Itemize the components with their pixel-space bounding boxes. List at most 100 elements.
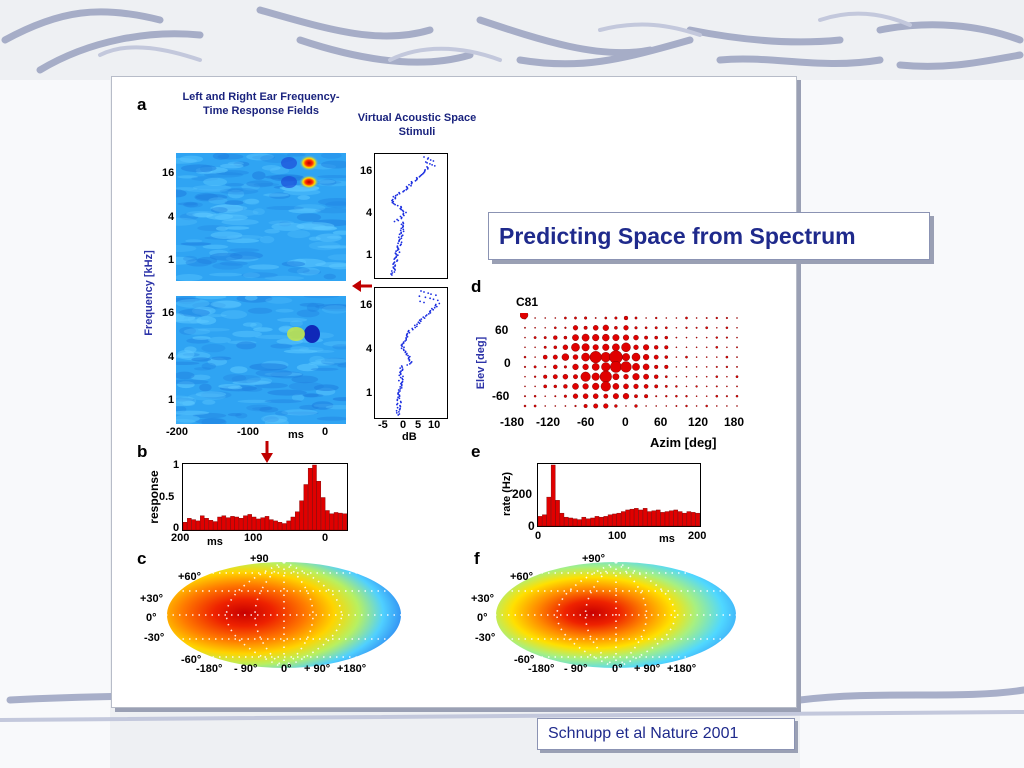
map-c-elev-minus60: -60° bbox=[181, 654, 202, 666]
map-f-elev-0: 0° bbox=[477, 612, 488, 624]
chart-b-response-histogram bbox=[182, 463, 348, 531]
chart-e-xtick-200: 200 bbox=[688, 530, 707, 542]
e-bar bbox=[616, 512, 622, 527]
e-bar bbox=[634, 508, 639, 527]
freq-tick-16-bottom: 16 bbox=[162, 307, 175, 319]
panel-letter-a: a bbox=[137, 95, 147, 114]
chart-e-rate-histogram bbox=[537, 463, 701, 527]
e-bar bbox=[537, 516, 543, 527]
map-c-elev-plus30: +30° bbox=[140, 593, 164, 605]
e-bar bbox=[695, 512, 700, 527]
chart-d-xtick-minus60: -60 bbox=[577, 415, 595, 429]
unit-label-c81: C81 bbox=[516, 295, 539, 309]
b-bar bbox=[286, 520, 291, 531]
chart-b-ytick-0: 0 bbox=[173, 522, 180, 534]
chart-d-xtick-0: 0 bbox=[622, 415, 629, 429]
e-bar bbox=[651, 510, 657, 527]
e-bar bbox=[682, 512, 687, 527]
b-bar bbox=[195, 520, 201, 531]
slide-title-box: Predicting Space from Spectrum bbox=[488, 212, 930, 260]
vas-right-spectrum bbox=[374, 287, 448, 419]
b-bar bbox=[200, 515, 205, 531]
db-tick-10: 10 bbox=[428, 419, 441, 431]
time-tick-0: 0 bbox=[322, 426, 329, 438]
e-bar bbox=[612, 513, 617, 527]
b-bar bbox=[182, 522, 188, 531]
b-bar bbox=[277, 522, 283, 531]
chart-d-xtick-60: 60 bbox=[654, 415, 668, 429]
chart-d-xlabel: Azim [deg] bbox=[650, 435, 717, 450]
slide-title: Predicting Space from Spectrum bbox=[499, 223, 856, 249]
e-bar bbox=[577, 519, 582, 527]
b-bar bbox=[213, 521, 218, 531]
time-tick-minus100: -100 bbox=[237, 426, 260, 438]
map-c-azim-plus180: +180° bbox=[337, 663, 367, 675]
map-f-azim-plus180: +180° bbox=[667, 663, 697, 675]
freq-tick-1-top: 1 bbox=[168, 254, 175, 266]
chart-d-ytick-0: 0 bbox=[504, 356, 511, 370]
e-bar bbox=[550, 464, 556, 527]
e-bar bbox=[629, 508, 635, 527]
chart-b-ytick-05: 0.5 bbox=[159, 491, 175, 503]
b-bar bbox=[312, 464, 317, 531]
map-f-elev-minus30: -30° bbox=[475, 632, 496, 644]
arrow-left-icon bbox=[352, 280, 372, 292]
db-axis-label: dB bbox=[402, 431, 417, 443]
frequency-axis-label: Frequency [kHz] bbox=[143, 250, 155, 336]
vas-header: Virtual Acoustic Space Stimuli bbox=[357, 112, 477, 138]
chart-b-xtick-0: 0 bbox=[322, 532, 329, 544]
chart-e-xtick-100: 100 bbox=[608, 530, 627, 542]
e-bar bbox=[656, 509, 661, 527]
map-c-azim-plus90: + 90° bbox=[304, 663, 331, 675]
b-bar bbox=[204, 518, 209, 531]
panel-letter-d: d bbox=[471, 277, 482, 296]
chart-b-xunit-ms: ms bbox=[207, 536, 223, 548]
panel-letter-f: f bbox=[474, 549, 480, 568]
map-f-elev-minus60: -60° bbox=[514, 654, 535, 666]
db-tick-0: 0 bbox=[400, 419, 407, 431]
chart-d-xtick-120: 120 bbox=[688, 415, 709, 429]
e-bar bbox=[581, 516, 587, 527]
b-bar bbox=[243, 515, 248, 531]
e-bar bbox=[677, 511, 683, 527]
sphere-map-c bbox=[167, 562, 401, 668]
e-bar bbox=[568, 517, 573, 527]
db-tick-minus5: -5 bbox=[378, 419, 388, 431]
b-bar bbox=[260, 517, 265, 531]
map-f-azim-minus180: -180° bbox=[528, 663, 555, 675]
e-bar bbox=[590, 517, 595, 527]
b-bar bbox=[191, 519, 196, 531]
map-c-azim-minus180: -180° bbox=[196, 663, 223, 675]
vas-tick-16-top: 16 bbox=[360, 165, 373, 177]
freq-tick-4-bottom: 4 bbox=[168, 351, 175, 363]
b-bar bbox=[307, 468, 313, 531]
e-bar bbox=[559, 512, 565, 527]
e-bar bbox=[555, 500, 560, 527]
freq-tick-16-top: 16 bbox=[162, 167, 175, 179]
e-bar bbox=[564, 516, 569, 527]
b-bar bbox=[217, 516, 222, 531]
map-c-azim-0: 0° bbox=[281, 663, 292, 675]
freq-tick-1-bottom: 1 bbox=[168, 394, 175, 406]
b-bar bbox=[251, 516, 257, 531]
right-ear-frf-heatmap bbox=[176, 296, 346, 424]
time-unit-ms: ms bbox=[288, 429, 304, 441]
chart-d-xtick-180: 180 bbox=[724, 415, 745, 429]
b-bar bbox=[225, 517, 231, 531]
b-bar bbox=[295, 511, 300, 531]
map-f-elev-plus60: +60° bbox=[510, 571, 534, 583]
b-bar bbox=[264, 516, 270, 531]
e-bar bbox=[660, 512, 665, 527]
chart-d-ytick-minus60: -60 bbox=[492, 389, 510, 403]
b-bar bbox=[333, 512, 339, 531]
b-bar bbox=[238, 518, 244, 531]
e-bar bbox=[572, 518, 578, 527]
map-c-elev-minus30: -30° bbox=[144, 632, 165, 644]
b-bar bbox=[329, 513, 334, 531]
map-f-azim-minus90: - 90° bbox=[564, 663, 588, 675]
chart-d-ytick-60: 60 bbox=[495, 323, 509, 337]
e-bar bbox=[546, 496, 552, 527]
b-bar bbox=[320, 497, 326, 531]
e-bar bbox=[603, 516, 608, 527]
map-c-elev-plus60: +60° bbox=[178, 571, 202, 583]
